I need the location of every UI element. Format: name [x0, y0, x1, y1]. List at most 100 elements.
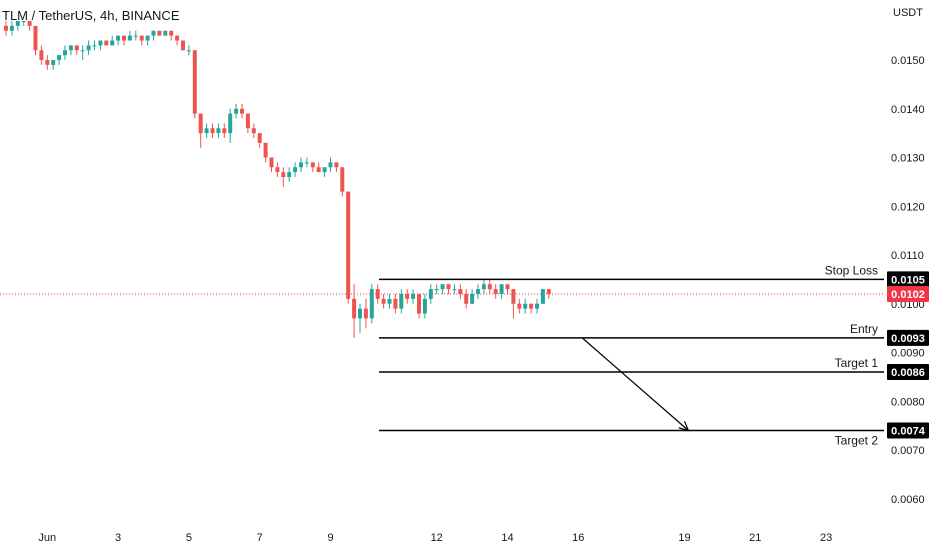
- candle-body[interactable]: [405, 294, 410, 299]
- candle-body[interactable]: [263, 142, 268, 158]
- candle-body[interactable]: [169, 30, 174, 36]
- x-tick-label: 5: [186, 532, 192, 544]
- candle-body[interactable]: [322, 167, 327, 173]
- x-tick-label: 9: [327, 532, 333, 544]
- candle-body[interactable]: [523, 303, 528, 309]
- candle-body[interactable]: [216, 128, 221, 134]
- candle-body[interactable]: [198, 113, 203, 134]
- candle-body[interactable]: [287, 172, 292, 177]
- candle-body[interactable]: [434, 289, 439, 291]
- candle-body[interactable]: [393, 298, 398, 309]
- candle-body[interactable]: [157, 30, 162, 36]
- candle-body[interactable]: [517, 303, 522, 309]
- candle-body[interactable]: [45, 60, 50, 65]
- candle-body[interactable]: [340, 167, 345, 192]
- candle-body[interactable]: [240, 108, 244, 114]
- candle-body[interactable]: [470, 294, 475, 304]
- candle-body[interactable]: [310, 162, 315, 168]
- candle-body[interactable]: [358, 308, 362, 319]
- candle-body[interactable]: [511, 289, 516, 304]
- candle-body[interactable]: [98, 40, 103, 46]
- candle-body[interactable]: [363, 308, 368, 319]
- candle-body[interactable]: [505, 284, 510, 290]
- candle-body[interactable]: [293, 167, 298, 173]
- candle-body[interactable]: [535, 303, 539, 309]
- candle-body[interactable]: [352, 298, 357, 319]
- candle-body[interactable]: [328, 162, 333, 168]
- candle-body[interactable]: [387, 298, 392, 304]
- candle-body[interactable]: [257, 133, 262, 143]
- candle-body[interactable]: [163, 30, 168, 36]
- candle-body[interactable]: [122, 35, 126, 41]
- candle-body[interactable]: [27, 21, 32, 26]
- candle-body[interactable]: [86, 45, 91, 51]
- candle-body[interactable]: [346, 191, 351, 299]
- candle-body[interactable]: [369, 289, 374, 319]
- candle-body[interactable]: [127, 35, 132, 41]
- level-price-tag-text: 0.0105: [891, 274, 925, 286]
- candle-body[interactable]: [80, 50, 85, 52]
- candle-body[interactable]: [245, 113, 250, 129]
- candle-body[interactable]: [181, 40, 185, 51]
- candle-body[interactable]: [275, 167, 280, 173]
- candle-body[interactable]: [375, 289, 380, 299]
- candle-body[interactable]: [481, 284, 486, 290]
- candle-body[interactable]: [546, 289, 551, 294]
- candle-body[interactable]: [269, 157, 274, 168]
- candle-body[interactable]: [304, 162, 309, 164]
- candle-body[interactable]: [204, 128, 209, 134]
- candle-body[interactable]: [116, 35, 121, 41]
- candle-body[interactable]: [68, 45, 73, 51]
- candle-body[interactable]: [540, 289, 545, 304]
- candle-body[interactable]: [417, 294, 421, 314]
- candle-body[interactable]: [422, 298, 427, 314]
- current-price-tag-text: 0.0102: [891, 289, 925, 301]
- candle-body[interactable]: [316, 167, 321, 173]
- candle-body[interactable]: [399, 294, 404, 309]
- candle-body[interactable]: [299, 162, 303, 168]
- candle-body[interactable]: [222, 128, 227, 134]
- candle-body[interactable]: [57, 55, 62, 60]
- candle-body[interactable]: [15, 21, 20, 26]
- candle-body[interactable]: [476, 289, 480, 294]
- candle-body[interactable]: [4, 25, 8, 31]
- candle-body[interactable]: [446, 284, 451, 290]
- candle-body[interactable]: [251, 128, 256, 134]
- candle-body[interactable]: [104, 40, 109, 46]
- candle-body[interactable]: [234, 108, 239, 114]
- candle-body[interactable]: [440, 284, 445, 290]
- candle-body[interactable]: [499, 284, 504, 294]
- candle-body[interactable]: [21, 21, 26, 22]
- candle-body[interactable]: [192, 50, 197, 114]
- candle-body[interactable]: [133, 35, 138, 37]
- candle-body[interactable]: [210, 128, 215, 134]
- candle-body[interactable]: [458, 289, 463, 294]
- candle-body[interactable]: [51, 60, 56, 65]
- candle-body[interactable]: [139, 35, 144, 41]
- candle-body[interactable]: [411, 294, 416, 299]
- candle-body[interactable]: [428, 289, 433, 299]
- candle-body[interactable]: [381, 298, 386, 304]
- candle-body[interactable]: [74, 45, 79, 51]
- candle-body[interactable]: [334, 162, 339, 168]
- candle-body[interactable]: [151, 30, 156, 36]
- candle-body[interactable]: [464, 294, 469, 304]
- candle-body[interactable]: [33, 25, 38, 51]
- projection-arrow-line[interactable]: [581, 337, 689, 431]
- candle-body[interactable]: [92, 45, 97, 47]
- candle-body[interactable]: [228, 113, 233, 134]
- candle-body[interactable]: [281, 172, 286, 177]
- candle-body[interactable]: [63, 50, 67, 56]
- candle-body[interactable]: [487, 284, 492, 290]
- candle-body[interactable]: [9, 25, 14, 31]
- candle-body[interactable]: [529, 303, 534, 309]
- candle-body[interactable]: [493, 289, 498, 294]
- candle-body[interactable]: [145, 35, 150, 41]
- candle-body[interactable]: [110, 40, 115, 46]
- x-tick-label: Jun: [38, 532, 56, 544]
- candle-body[interactable]: [175, 35, 180, 41]
- candle-body[interactable]: [186, 50, 191, 52]
- candle-body[interactable]: [39, 50, 44, 60]
- candle-body[interactable]: [452, 289, 457, 291]
